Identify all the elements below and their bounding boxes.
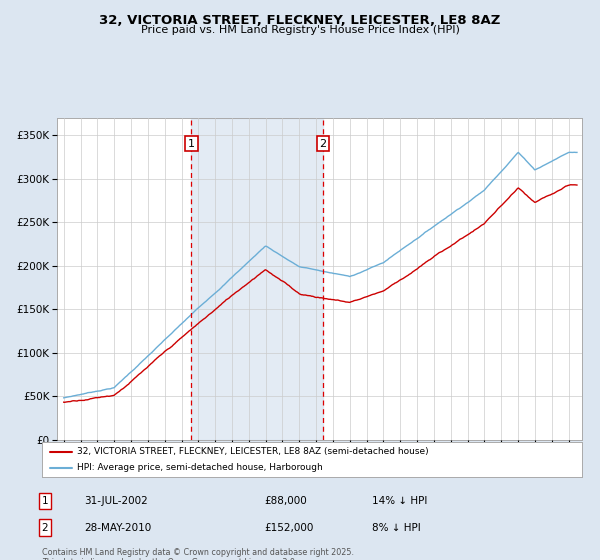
Text: HPI: Average price, semi-detached house, Harborough: HPI: Average price, semi-detached house,…: [77, 463, 323, 472]
Text: Contains HM Land Registry data © Crown copyright and database right 2025.
This d: Contains HM Land Registry data © Crown c…: [42, 548, 354, 560]
Text: 8% ↓ HPI: 8% ↓ HPI: [372, 522, 421, 533]
Text: Price paid vs. HM Land Registry's House Price Index (HPI): Price paid vs. HM Land Registry's House …: [140, 25, 460, 35]
Bar: [191, 118, 323, 440]
Text: 2: 2: [319, 139, 326, 149]
Text: 2: 2: [41, 522, 49, 533]
Text: 1: 1: [188, 139, 195, 149]
Text: 32, VICTORIA STREET, FLECKNEY, LEICESTER, LE8 8AZ: 32, VICTORIA STREET, FLECKNEY, LEICESTER…: [100, 14, 500, 27]
Text: 31-JUL-2002: 31-JUL-2002: [84, 496, 148, 506]
Text: 28-MAY-2010: 28-MAY-2010: [84, 522, 151, 533]
Text: 32, VICTORIA STREET, FLECKNEY, LEICESTER, LE8 8AZ (semi-detached house): 32, VICTORIA STREET, FLECKNEY, LEICESTER…: [77, 447, 429, 456]
Text: 14% ↓ HPI: 14% ↓ HPI: [372, 496, 427, 506]
Text: £152,000: £152,000: [264, 522, 313, 533]
Text: £88,000: £88,000: [264, 496, 307, 506]
Text: 1: 1: [41, 496, 49, 506]
